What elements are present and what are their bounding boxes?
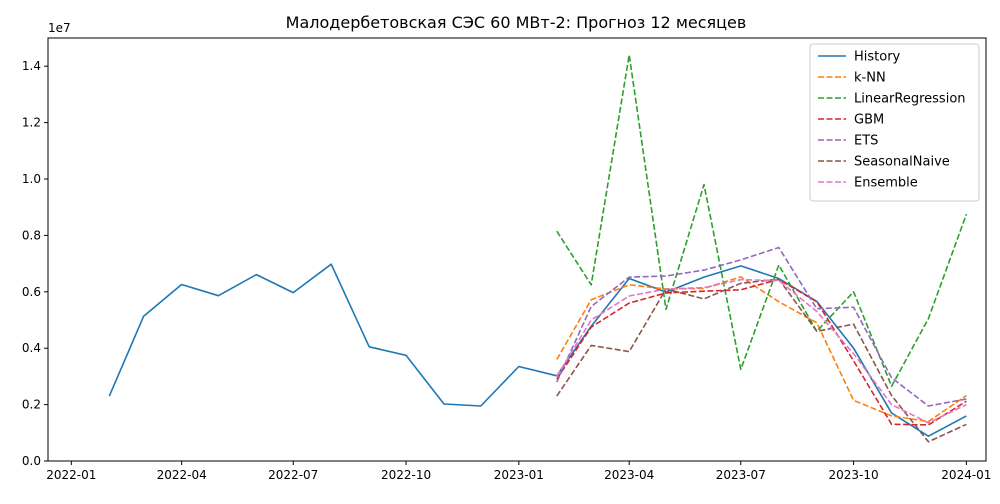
plot-frame <box>47 37 987 462</box>
x-tick-label: 2022-10 <box>381 468 431 482</box>
legend-label: GBM <box>854 113 884 128</box>
series-line-ets <box>556 246 967 407</box>
y-tick-label: 1.4 <box>22 59 41 73</box>
y-tick-label: 0.0 <box>22 454 41 468</box>
legend-label: Ensemble <box>854 176 918 191</box>
series-line-linearregression <box>556 54 968 388</box>
series-line-gbm <box>556 278 967 426</box>
y-tick-label: 0.2 <box>22 398 41 412</box>
y-tick-label: 1.2 <box>22 116 41 130</box>
x-tick-label: 2022-07 <box>268 468 318 482</box>
y-multiplier-label: 1e7 <box>48 21 71 35</box>
axes-group: 2022-01 2022-04 2022-07 2022-10 2023-01 2023-… <box>22 37 991 482</box>
x-tick-label: 2024-01 <box>941 468 991 482</box>
plot-series-group <box>108 54 968 443</box>
series-line-ensemble <box>556 278 967 424</box>
legend-label: LinearRegression <box>854 92 966 107</box>
legend-label: History <box>854 50 901 65</box>
y-tick-label: 0.4 <box>22 341 41 355</box>
x-tick-label: 2023-07 <box>716 468 766 482</box>
legend: History k-NN LinearRegression GBM ETS Seasona… <box>809 43 980 202</box>
x-tick-label: 2023-01 <box>494 468 544 482</box>
y-tick-label: 1.0 <box>22 172 41 186</box>
legend-box <box>809 43 980 202</box>
x-tick-label: 2023-10 <box>829 468 879 482</box>
legend-label: k-NN <box>854 71 886 86</box>
x-tick-label: 2023-04 <box>604 468 654 482</box>
x-tick-label: 2022-01 <box>46 468 96 482</box>
y-tick-label: 0.6 <box>22 285 41 299</box>
x-tick-label: 2022-04 <box>157 468 207 482</box>
series-line-k-nn <box>556 276 967 423</box>
legend-label: SeasonalNaive <box>854 155 950 170</box>
legend-label: ETS <box>854 134 878 149</box>
chart-title: Малодербетовская СЭС 60 МВт-2: Прогноз 1… <box>286 13 747 32</box>
y-tick-label: 0.8 <box>22 228 41 242</box>
